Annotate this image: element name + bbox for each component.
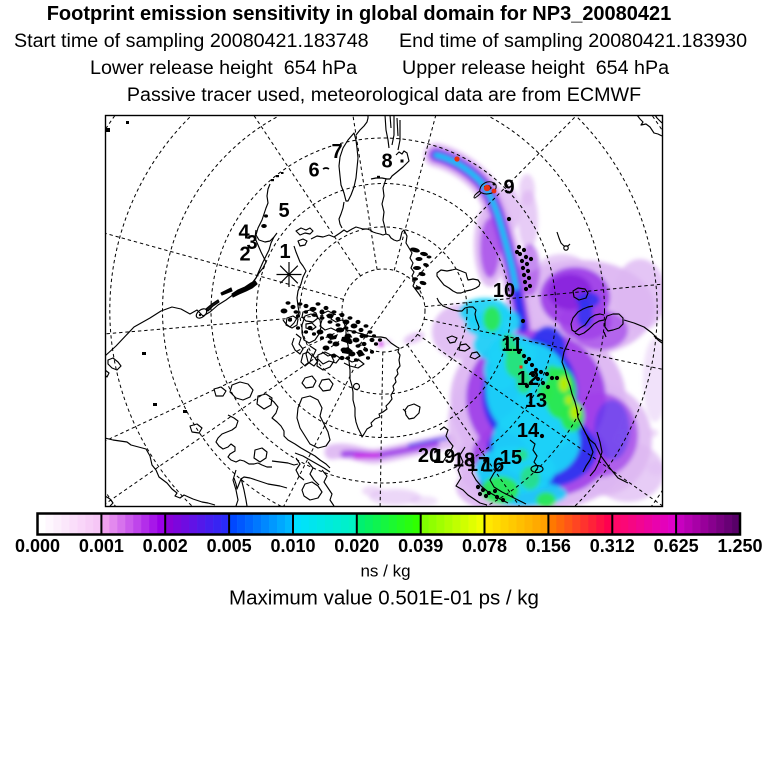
- svg-text:2: 2: [239, 244, 250, 266]
- svg-text:9: 9: [503, 177, 514, 199]
- svg-text:15: 15: [500, 447, 522, 469]
- svg-text:7: 7: [331, 141, 342, 163]
- svg-text:0.039: 0.039: [398, 536, 443, 556]
- svg-text:6: 6: [308, 160, 319, 182]
- svg-text:1.250: 1.250: [717, 536, 762, 556]
- svg-text:5: 5: [278, 200, 289, 222]
- svg-text:0.625: 0.625: [654, 536, 699, 556]
- svg-text:0.002: 0.002: [143, 536, 188, 556]
- svg-text:0.001: 0.001: [79, 536, 124, 556]
- svg-text:18: 18: [453, 450, 475, 472]
- svg-text:ns / kg: ns / kg: [360, 562, 410, 581]
- svg-text:0.020: 0.020: [334, 536, 379, 556]
- svg-text:0.000: 0.000: [15, 536, 60, 556]
- svg-text:17: 17: [467, 454, 489, 476]
- svg-text:3: 3: [246, 232, 257, 254]
- svg-text:0.078: 0.078: [462, 536, 507, 556]
- svg-text:11: 11: [501, 334, 522, 356]
- svg-text:8: 8: [381, 151, 392, 173]
- svg-text:0.005: 0.005: [207, 536, 252, 556]
- svg-text:0.156: 0.156: [526, 536, 571, 556]
- svg-text:0.312: 0.312: [590, 536, 635, 556]
- svg-text:Maximum value 0.501E-01 ps /: Maximum value 0.501E-01 ps / kg: [229, 587, 539, 610]
- svg-text:4: 4: [238, 222, 250, 244]
- svg-text:14: 14: [517, 420, 540, 442]
- svg-text:10: 10: [493, 280, 515, 302]
- svg-text:13: 13: [525, 390, 547, 412]
- svg-text:12: 12: [517, 368, 539, 390]
- svg-text:16: 16: [482, 455, 504, 477]
- svg-text:0.010: 0.010: [270, 536, 315, 556]
- svg-text:1: 1: [279, 241, 290, 263]
- svg-text:19: 19: [433, 446, 455, 468]
- svg-text:20: 20: [418, 445, 440, 467]
